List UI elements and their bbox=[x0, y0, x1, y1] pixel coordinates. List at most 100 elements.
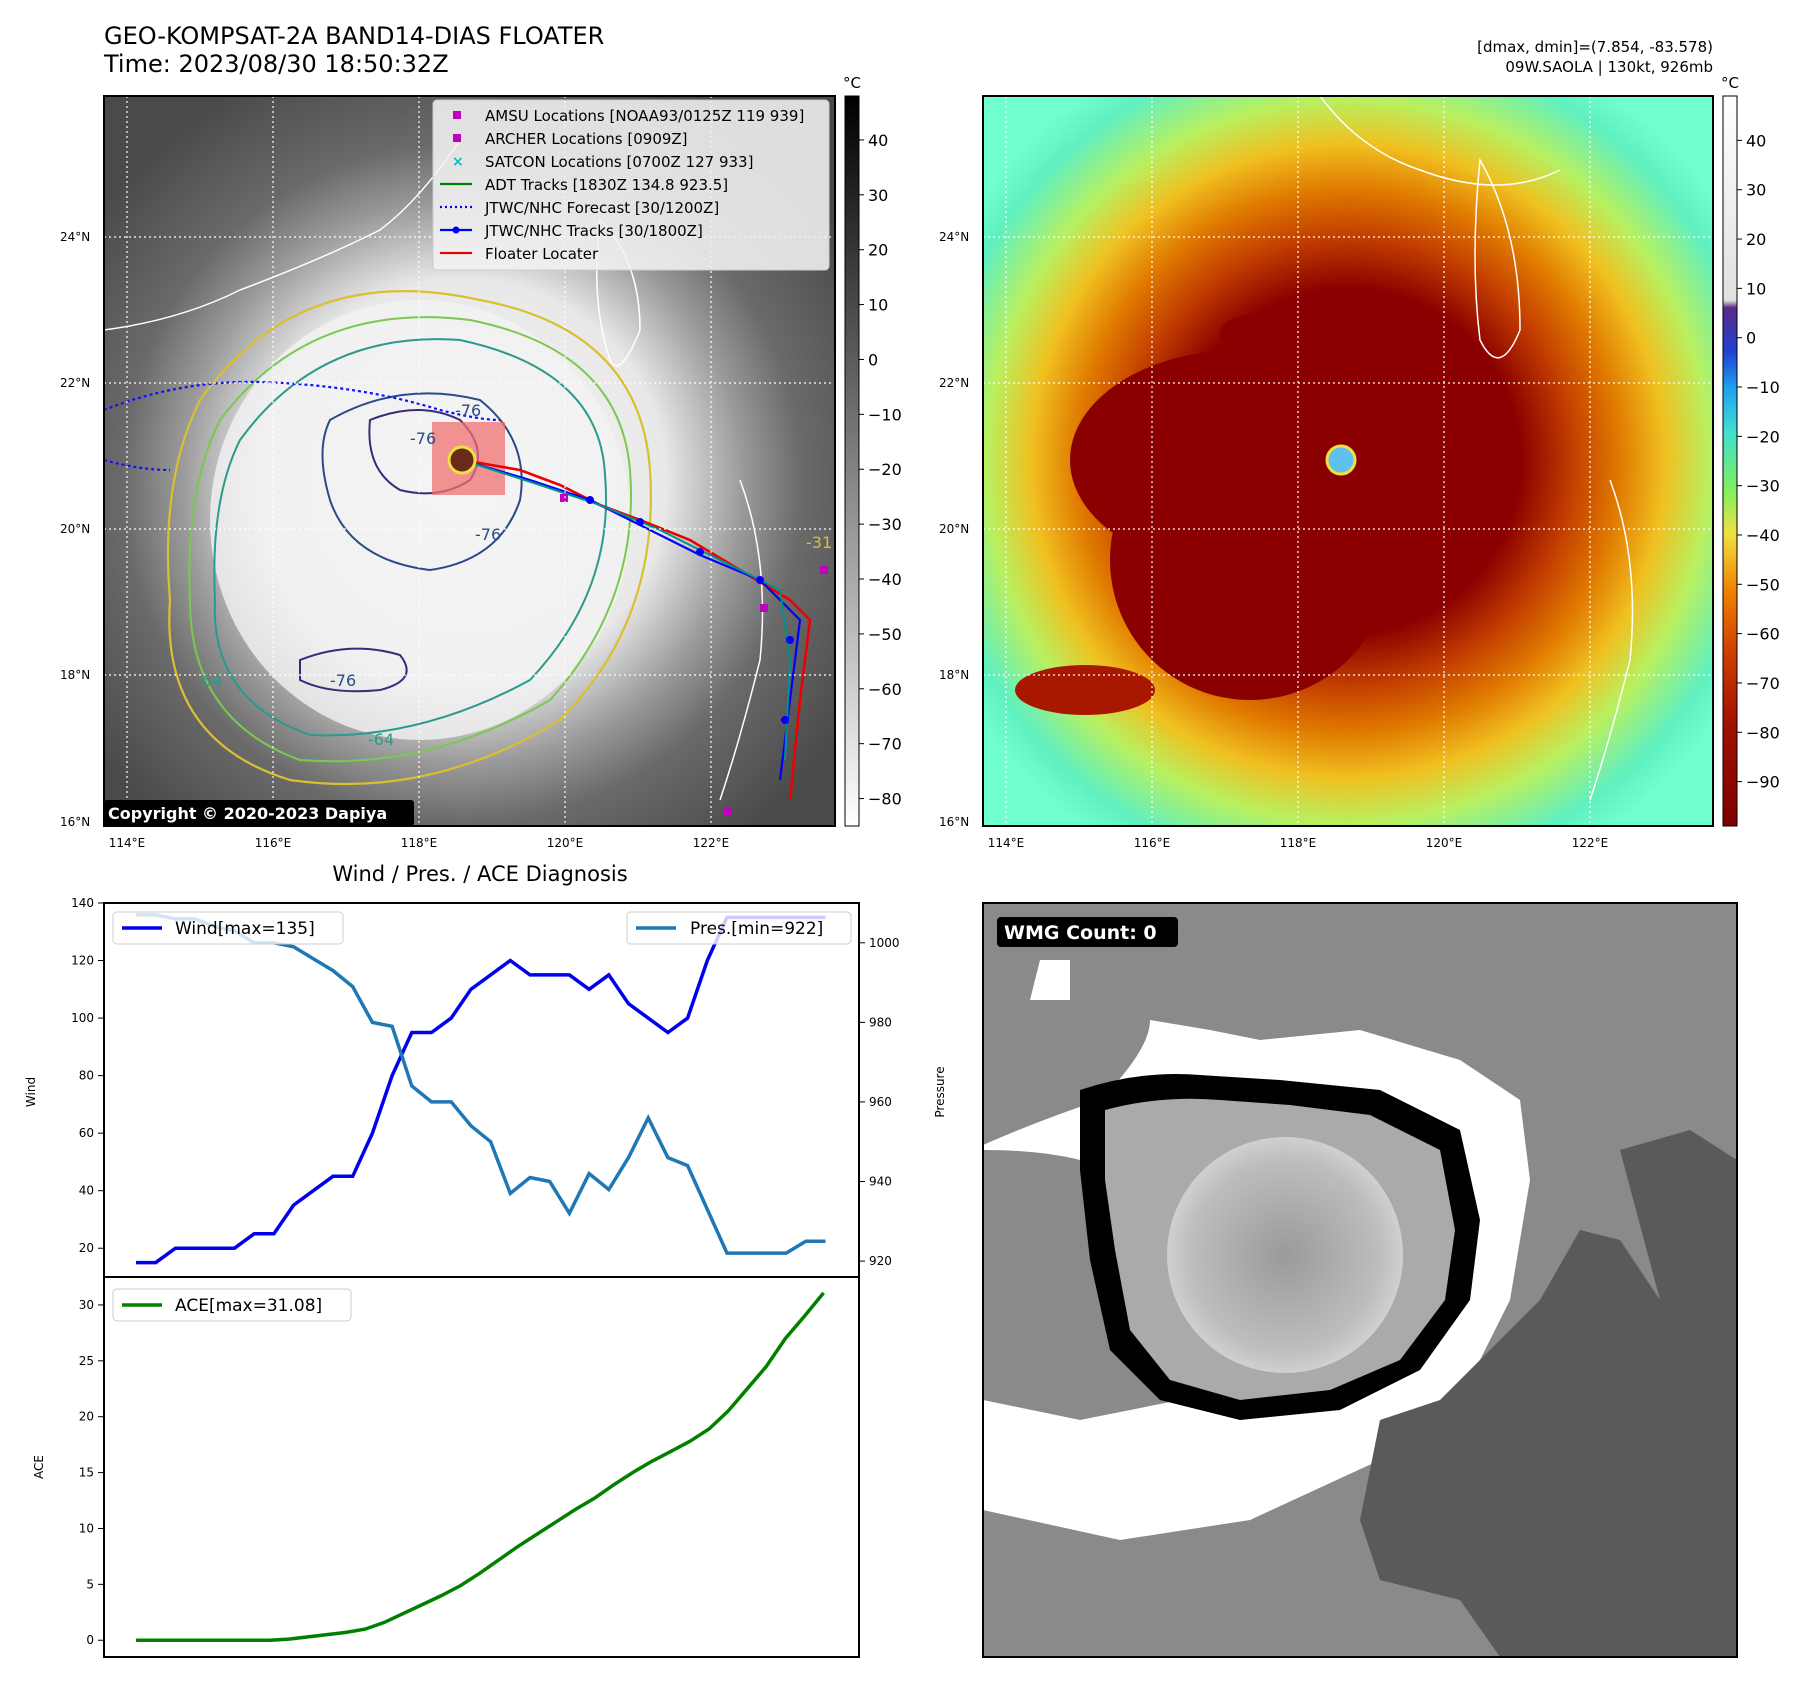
colorbar-tick-label: −70 bbox=[1746, 674, 1780, 693]
lon-label: 114°E bbox=[109, 836, 146, 850]
colorbar-tick-label: −10 bbox=[868, 405, 902, 424]
lon-label: 120°E bbox=[547, 836, 584, 850]
colorbar-tick-label: −50 bbox=[1746, 575, 1780, 594]
pressure-ytick-label: 940 bbox=[869, 1175, 892, 1189]
contour-label: -76 bbox=[455, 401, 481, 420]
contour-label: -64 bbox=[196, 671, 222, 690]
ace-ytick-label: 15 bbox=[79, 1466, 94, 1480]
colorbar-tick-label: 30 bbox=[868, 186, 888, 205]
contour-label: -76 bbox=[410, 429, 436, 448]
legend-adt: ADT Tracks [1830Z 134.8 923.5] bbox=[485, 176, 728, 194]
lat-label: 18°N bbox=[939, 668, 969, 682]
legend-satcon: SATCON Locations [0700Z 127 933] bbox=[485, 153, 753, 171]
ir-gray-panel: -76 -76 -76 -64 -76 -64 -31 × AMSU Locat… bbox=[60, 95, 836, 850]
wind-ytick-label: 100 bbox=[71, 1011, 94, 1025]
colorbar-tick-label: 30 bbox=[1746, 181, 1766, 200]
pressure-legend: Pres.[min=922] bbox=[626, 911, 852, 945]
colorbar-tick-label: 0 bbox=[868, 350, 878, 369]
legend-amsu: AMSU Locations [NOAA93/0125Z 119 939] bbox=[485, 107, 804, 125]
wind-pres-axes bbox=[103, 902, 860, 1278]
wind-ytick-label: 140 bbox=[71, 896, 94, 910]
wind-ytick-label: 40 bbox=[79, 1184, 94, 1198]
legend-floater: Floater Locater bbox=[485, 245, 599, 263]
colorbar-tick-label: 20 bbox=[1746, 230, 1766, 249]
ace-ytick-label: 30 bbox=[79, 1298, 94, 1312]
wind-axis-label: Wind bbox=[24, 1077, 38, 1107]
lat-label: 16°N bbox=[939, 815, 969, 829]
contour-label: -76 bbox=[330, 671, 356, 690]
color-colorbar: °C 40 30 20 10 0 −10 −20 −30 −40 −50 −60 −70 −80 −90 bbox=[1721, 74, 1780, 827]
colorbar-tick-label: −30 bbox=[868, 515, 902, 534]
lon-label: 122°E bbox=[693, 836, 730, 850]
lat-label: 20°N bbox=[60, 522, 90, 536]
wind-ytick-label: 60 bbox=[79, 1126, 94, 1140]
lon-label: 122°E bbox=[1572, 836, 1609, 850]
ace-series-line bbox=[136, 1291, 825, 1642]
wind-legend: Wind[max=135] bbox=[112, 911, 344, 945]
colorbar-tick-label: −40 bbox=[1746, 526, 1780, 545]
colorbar-tick-label: 40 bbox=[1746, 131, 1766, 150]
legend-archer: ARCHER Locations [0909Z] bbox=[485, 130, 688, 148]
contour-label: -31 bbox=[806, 533, 832, 552]
legend-forecast: JTWC/NHC Forecast [30/1200Z] bbox=[484, 199, 719, 217]
ace-ytick-label: 20 bbox=[79, 1410, 94, 1424]
lon-label: 118°E bbox=[1280, 836, 1317, 850]
copyright-text: Copyright © 2020-2023 Dapiya bbox=[108, 804, 387, 823]
ace-axes bbox=[103, 1276, 860, 1658]
colorbar-tick-label: −90 bbox=[1746, 773, 1780, 792]
pressure-series-line bbox=[136, 913, 826, 1255]
wmg-count-label: WMG Count: 0 bbox=[1004, 922, 1157, 944]
colorbar-tick-label: −20 bbox=[1746, 427, 1780, 446]
archer-marker-icon bbox=[453, 134, 461, 142]
figure-title: GEO-KOMPSAT-2A BAND14-DIAS FLOATER bbox=[104, 22, 605, 50]
figure-time: Time: 2023/08/30 18:50:32Z bbox=[104, 50, 449, 78]
colorbar-tick-label: 20 bbox=[868, 241, 888, 260]
pressure-ytick-label: 960 bbox=[869, 1095, 892, 1109]
ace-legend-label: ACE[max=31.08] bbox=[175, 1296, 322, 1316]
colorbar-tick-label: −20 bbox=[868, 460, 902, 479]
dmax-dmin-label: [dmax, dmin]=(7.854, -83.578) bbox=[1477, 38, 1713, 56]
lat-label: 24°N bbox=[60, 230, 90, 244]
copyright-badge bbox=[104, 800, 414, 826]
colorbar-tick-label: 0 bbox=[1746, 329, 1756, 348]
ace-legend: ACE[max=31.08] bbox=[112, 1288, 352, 1322]
wmg-panel: WMG Count: 0 bbox=[982, 902, 1738, 1658]
chart-title: Wind / Pres. / ACE Diagnosis bbox=[332, 862, 627, 886]
contour-label: -76 bbox=[475, 525, 501, 544]
lat-label: 24°N bbox=[939, 230, 969, 244]
lat-label: 18°N bbox=[60, 668, 90, 682]
colorbar-tick-label: −80 bbox=[868, 790, 902, 809]
wmg-count-badge bbox=[997, 917, 1178, 947]
ace-axis-label: ACE bbox=[32, 1455, 46, 1479]
pressure-ytick-label: 920 bbox=[869, 1254, 892, 1268]
amsu-marker-icon bbox=[453, 111, 461, 119]
pressure-ytick-label: 1000 bbox=[869, 936, 900, 950]
lat-label: 20°N bbox=[939, 522, 969, 536]
wind-series-line bbox=[136, 915, 826, 1265]
lon-label: 114°E bbox=[988, 836, 1025, 850]
colorbar-tick-label: 40 bbox=[868, 131, 888, 150]
wind-ytick-label: 120 bbox=[71, 954, 94, 968]
map-legend: × AMSU Locations [NOAA93/0125Z 119 939] … bbox=[432, 99, 830, 271]
gray-colorbar: °C 40 30 20 10 0 −10 −20 −30 −40 −50 −60 −70 −80 bbox=[843, 74, 902, 827]
ace-ytick-label: 5 bbox=[86, 1577, 94, 1591]
lat-label: 22°N bbox=[939, 376, 969, 390]
colorbar-tick-label: 10 bbox=[1746, 279, 1766, 298]
colorbar-tick-label: −40 bbox=[868, 570, 902, 589]
lon-label: 118°E bbox=[401, 836, 438, 850]
satcon-marker-icon: × bbox=[452, 154, 464, 170]
colorbar-unit: °C bbox=[843, 74, 861, 92]
colorbar-tick-label: −70 bbox=[868, 735, 902, 754]
pressure-legend-label: Pres.[min=922] bbox=[690, 919, 823, 939]
diagnosis-panel: Wind / Pres. / ACE Diagnosis 20 40 60 80 100… bbox=[24, 862, 947, 1658]
colorbar-tick-label: 10 bbox=[868, 296, 888, 315]
storm-info-label: 09W.SAOLA | 130kt, 926mb bbox=[1505, 58, 1713, 76]
colorbar-tick-label: −60 bbox=[868, 680, 902, 699]
colorbar-tick-label: −50 bbox=[868, 625, 902, 644]
wind-ytick-label: 80 bbox=[79, 1069, 94, 1083]
lon-label: 120°E bbox=[1426, 836, 1463, 850]
pressure-axis-label: Pressure bbox=[933, 1066, 947, 1117]
lat-label: 22°N bbox=[60, 376, 90, 390]
lon-label: 116°E bbox=[1134, 836, 1171, 850]
